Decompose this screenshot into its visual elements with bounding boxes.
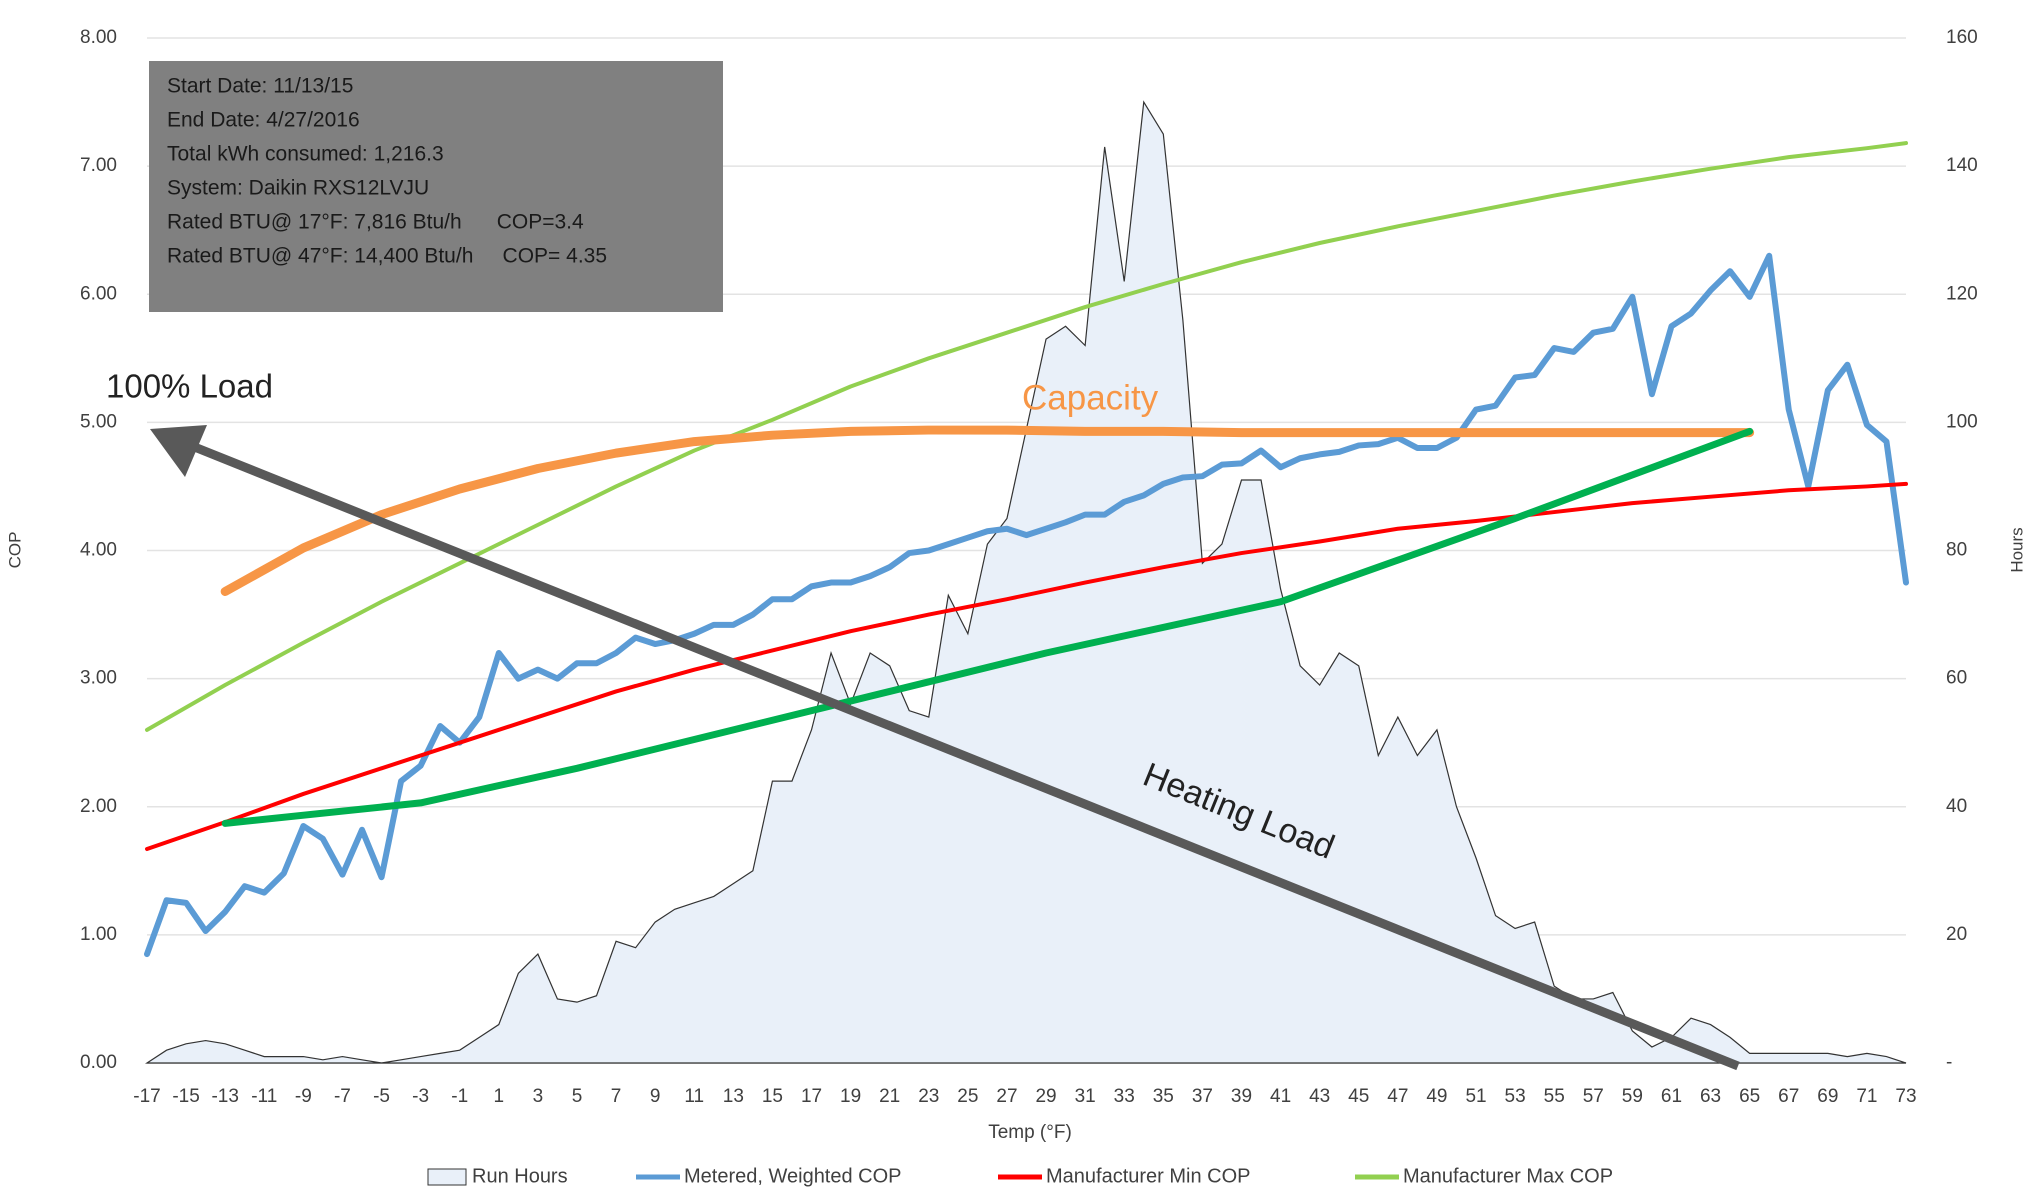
y2-tick-label: 40 xyxy=(1946,796,1967,817)
x-tick-label: 71 xyxy=(1856,1086,1877,1107)
heating-load-arrow xyxy=(190,441,1740,1071)
x-axis-label: Temp (°F) xyxy=(988,1122,1072,1143)
line xyxy=(145,141,1908,732)
legend-swatch xyxy=(427,1168,467,1186)
line xyxy=(145,481,1908,852)
x-tick-label: -5 xyxy=(373,1086,390,1107)
annotation: 100% Load xyxy=(106,368,273,405)
x-tick-label: 61 xyxy=(1661,1086,1682,1107)
y2-tick-label: 100 xyxy=(1946,411,1978,432)
x-tick-label: 23 xyxy=(918,1086,939,1107)
y2-tick-label: 120 xyxy=(1946,283,1978,304)
x-tick-label: 43 xyxy=(1309,1086,1330,1107)
info-line: Rated BTU@ 17°F: 7,816 Btu/h COP=3.4 xyxy=(167,211,584,234)
x-tick-label: 25 xyxy=(957,1086,978,1107)
x-tick-label: 49 xyxy=(1426,1086,1447,1107)
legend-label: Manufacturer Max COP xyxy=(1403,1165,1613,1187)
x-tick-label: 47 xyxy=(1387,1086,1408,1107)
y2-tick-label: 140 xyxy=(1946,155,1978,176)
y-tick-label: 0.00 xyxy=(80,1052,117,1073)
info-box: Start Date: 11/13/15 End Date: 4/27/2016 T… xyxy=(149,61,723,312)
y2-tick-label: 160 xyxy=(1946,27,1978,48)
x-tick-label: -15 xyxy=(172,1086,199,1107)
x-tick-label: 73 xyxy=(1895,1086,1916,1107)
y-tick-label: 8.00 xyxy=(80,27,117,48)
x-tick-label: -1 xyxy=(451,1086,468,1107)
x-tick-label: 1 xyxy=(494,1086,505,1107)
x-tick-label: -17 xyxy=(133,1086,160,1107)
x-tick-label: 29 xyxy=(1035,1086,1056,1107)
x-tick-label: -13 xyxy=(211,1086,238,1107)
series-label: Capacity xyxy=(1022,378,1159,417)
line xyxy=(221,427,1754,827)
x-tick-label: 21 xyxy=(879,1086,900,1107)
y-tick-label: 1.00 xyxy=(80,924,117,945)
legend-label: Manufacturer Min COP xyxy=(1046,1165,1251,1187)
y2-axis-label: Hours xyxy=(2007,527,2026,572)
x-tick-label: 37 xyxy=(1192,1086,1213,1107)
x-tick-label: 9 xyxy=(650,1086,661,1107)
x-tick-label: 5 xyxy=(572,1086,583,1107)
y-tick-label: 3.00 xyxy=(80,668,117,689)
info-line: Total kWh consumed: 1,216.3 xyxy=(167,143,444,166)
x-tick-label: -9 xyxy=(295,1086,312,1107)
info-line: Start Date: 11/13/15 xyxy=(167,75,353,98)
x-tick-label: 51 xyxy=(1465,1086,1486,1107)
x-tick-label: 63 xyxy=(1700,1086,1721,1107)
x-tick-label: -7 xyxy=(334,1086,351,1107)
x-tick-label: 59 xyxy=(1622,1086,1643,1107)
x-tick-label: 67 xyxy=(1778,1086,1799,1107)
info-line: System: Daikin RXS12LVJU xyxy=(167,177,429,200)
y-tick-label: 4.00 xyxy=(80,540,117,561)
plot: Capacity xyxy=(144,100,1909,1064)
y-tick-label: 2.00 xyxy=(80,796,117,817)
overlay xyxy=(150,425,1740,1071)
y2-tick-label: - xyxy=(1946,1052,1952,1073)
x-tick-label: 53 xyxy=(1505,1086,1526,1107)
info-line: End Date: 4/27/2016 xyxy=(167,109,360,132)
x-tick-label: 27 xyxy=(996,1086,1017,1107)
x-tick-label: 3 xyxy=(533,1086,544,1107)
y-tick-label: 5.00 xyxy=(80,411,117,432)
x-tick-label: 45 xyxy=(1348,1086,1369,1107)
x-tick-label: 17 xyxy=(801,1086,822,1107)
x-tick-label: 31 xyxy=(1075,1086,1096,1107)
legend-label: Metered, Weighted COP xyxy=(684,1165,902,1187)
x-tick-label: -3 xyxy=(412,1086,429,1107)
x-tick-label: 39 xyxy=(1231,1086,1252,1107)
line xyxy=(220,425,1755,596)
y-axis-label: COP xyxy=(5,532,24,569)
arrow-head xyxy=(150,425,207,477)
x-tick-label: 15 xyxy=(762,1086,783,1107)
y-tick-label: 6.00 xyxy=(80,283,117,304)
x-tick-label: 35 xyxy=(1153,1086,1174,1107)
y2-tick-label: 60 xyxy=(1946,668,1967,689)
y2-tick-label: 80 xyxy=(1946,540,1967,561)
legend-label: Run Hours xyxy=(472,1165,568,1187)
x-tick-label: 11 xyxy=(684,1086,704,1107)
x-tick-label: 13 xyxy=(723,1086,744,1107)
x-tick-label: -11 xyxy=(251,1086,277,1107)
line xyxy=(144,252,1909,958)
info-line: Rated BTU@ 47°F: 14,400 Btu/h COP= 4.35 xyxy=(167,245,607,268)
legend: Run Hours Metered, Weighted COP Manufactur… xyxy=(427,1165,1613,1187)
x-tick-label: 55 xyxy=(1544,1086,1565,1107)
x-tick-label: 41 xyxy=(1270,1086,1291,1107)
x-tick-label: 69 xyxy=(1817,1086,1838,1107)
x-tick-label: 7 xyxy=(611,1086,622,1107)
x-tick-label: 19 xyxy=(840,1086,861,1107)
y-tick-label: 7.00 xyxy=(80,155,117,176)
y2-tick-label: 20 xyxy=(1946,924,1967,945)
info-box-bg xyxy=(149,61,723,312)
x-tick-label: 65 xyxy=(1739,1086,1760,1107)
x-tick-label: 33 xyxy=(1114,1086,1135,1107)
x-tick-label: 57 xyxy=(1583,1086,1604,1107)
